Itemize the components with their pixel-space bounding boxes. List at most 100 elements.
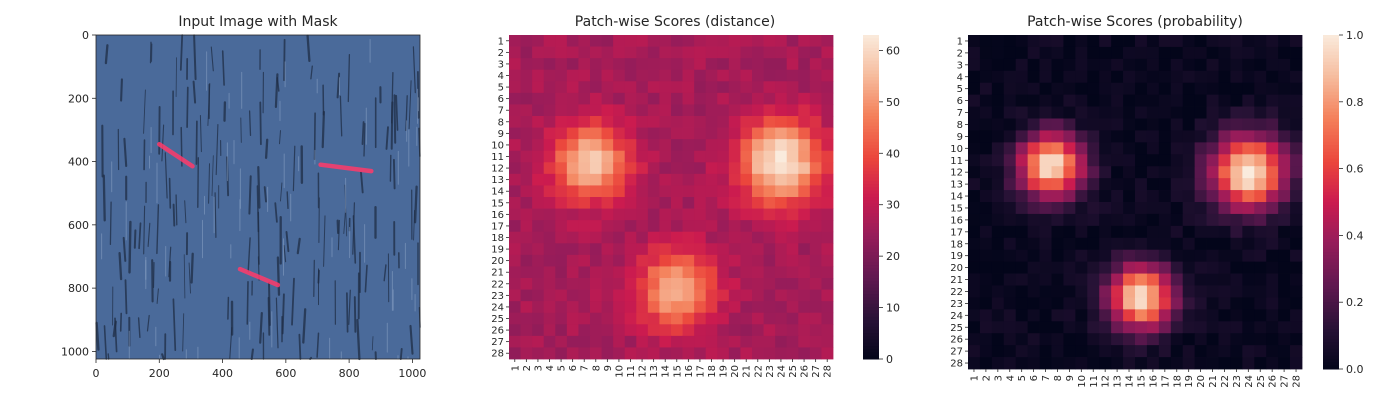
heatmap-cell (624, 69, 637, 82)
heatmap-cell (555, 289, 568, 302)
heatmap-cell (566, 81, 579, 94)
heatmap-cell (763, 185, 776, 198)
colorbar-segment (863, 41, 879, 46)
heatmap-cell (1230, 142, 1243, 155)
heatmap-cell (752, 208, 764, 221)
y-tick-label: 13 (491, 175, 504, 186)
heatmap-cell (991, 190, 1005, 203)
heatmap-cell (636, 46, 649, 59)
heatmap-cell (1051, 213, 1064, 227)
heatmap-cell (752, 69, 764, 82)
heatmap-cell (613, 173, 626, 186)
heatmap-cell (694, 266, 707, 279)
colorbar-segment (863, 261, 879, 266)
heatmap-cell (555, 46, 568, 59)
heatmap-cell (1146, 273, 1160, 286)
heatmap-cell (624, 92, 637, 105)
heatmap-cell (636, 197, 649, 209)
heatmap-cell (1051, 58, 1064, 72)
heatmap-cell (1099, 82, 1112, 96)
colorbar-segment (863, 219, 879, 224)
heatmap-cell (752, 46, 764, 59)
grain-streak (274, 202, 278, 223)
grain-streak (133, 229, 137, 249)
colorbar-segment (1323, 111, 1339, 116)
colorbar-segment (1323, 38, 1339, 43)
heatmap-cell (671, 220, 683, 233)
heatmap-cell (740, 347, 753, 360)
heatmap-cell (786, 150, 799, 163)
heatmap-cell (1266, 249, 1279, 263)
heatmap-cell (1218, 202, 1231, 215)
colorbar-segment (863, 47, 879, 52)
heatmap-cell (1242, 46, 1255, 60)
heatmap-cell (1111, 273, 1124, 286)
heatmap-cell (1182, 249, 1196, 263)
heatmap-cell (532, 243, 545, 256)
heatmap-cell (798, 116, 811, 128)
heatmap-cell (636, 58, 649, 71)
heatmap-cell (1111, 118, 1124, 131)
x-tick-label: 800 (339, 367, 360, 380)
grain-streak (317, 269, 320, 284)
heatmap-cell (1242, 202, 1255, 215)
heatmap-cell (968, 357, 981, 370)
heatmap-cell (728, 173, 741, 186)
heatmap-cell (1146, 106, 1160, 119)
heatmap-cell (1278, 273, 1291, 286)
heatmap-cell (1230, 261, 1243, 274)
heatmap-cell (1254, 142, 1267, 155)
heatmap-cell (717, 312, 730, 325)
grain-streak (152, 262, 155, 288)
heatmap-cell (1194, 94, 1207, 107)
x-tick-label: 10 (614, 365, 625, 378)
colorbar-segment (863, 109, 879, 114)
heatmap-cell (809, 335, 822, 348)
heatmap-cell (647, 266, 660, 279)
heatmap-cell (1170, 154, 1184, 167)
y-tick-label: 12 (950, 168, 963, 179)
heatmap-cell (991, 237, 1005, 251)
colorbar-segment (1323, 208, 1339, 213)
heatmap-cell (809, 92, 822, 105)
heatmap-cell (775, 162, 788, 175)
heatmap-cell (1194, 154, 1207, 167)
heatmap-cell (1278, 309, 1291, 322)
colorbar-segment (1323, 58, 1339, 63)
heatmap-cell (1158, 82, 1172, 96)
heatmap-cell (543, 254, 556, 267)
heatmap-cell (1063, 58, 1076, 72)
heatmap-cell (1218, 82, 1231, 96)
heatmap-cell (1015, 309, 1029, 322)
heatmap-cell (694, 69, 707, 82)
x-tick-label: 23 (765, 365, 776, 378)
colorbar-tick-label: 0.6 (1346, 163, 1364, 176)
grain-streak (190, 252, 194, 284)
heatmap-cell (1039, 142, 1052, 155)
heatmap-cell (1170, 118, 1184, 131)
heatmap-cell (1063, 345, 1076, 358)
heatmap-cell (1087, 190, 1100, 203)
heatmap-cell (752, 81, 764, 94)
colorbar-segment (863, 125, 879, 130)
heatmap-cell (1206, 297, 1219, 310)
heatmap-cell (821, 243, 834, 256)
heatmap-cell (601, 127, 614, 140)
heatmap-cell (1111, 297, 1124, 310)
heatmap-cell (520, 278, 533, 290)
heatmap-cell (636, 278, 649, 290)
heatmap-cell (1111, 249, 1124, 263)
heatmap-cell (809, 69, 822, 82)
heatmap-cell (798, 335, 811, 348)
heatmap-cell (991, 321, 1005, 334)
x-tick-label: 7 (580, 365, 591, 371)
colorbar-segment (1323, 85, 1339, 89)
colorbar-segment (863, 287, 879, 292)
heatmap-cell (1230, 273, 1243, 286)
heatmap-cell (636, 312, 649, 325)
heatmap-cell (705, 92, 718, 105)
heatmap-cell (763, 231, 776, 244)
heatmap-cell (578, 335, 591, 348)
colorbar-segment (863, 323, 879, 328)
heatmap-cell (1170, 297, 1184, 310)
